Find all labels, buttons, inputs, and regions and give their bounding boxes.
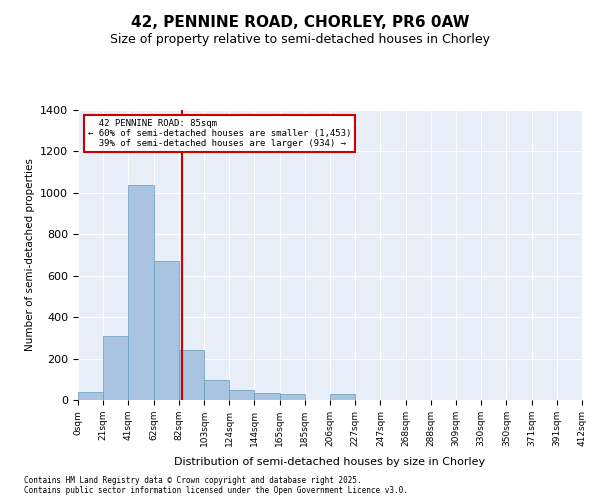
X-axis label: Distribution of semi-detached houses by size in Chorley: Distribution of semi-detached houses by …: [175, 457, 485, 467]
Bar: [179, 350, 204, 400]
Text: Contains HM Land Registry data © Crown copyright and database right 2025.
Contai: Contains HM Land Registry data © Crown c…: [24, 476, 408, 495]
Bar: [280, 394, 305, 400]
Y-axis label: Number of semi-detached properties: Number of semi-detached properties: [25, 158, 35, 352]
Text: Size of property relative to semi-detached houses in Chorley: Size of property relative to semi-detach…: [110, 32, 490, 46]
Bar: [154, 261, 179, 400]
Text: 42, PENNINE ROAD, CHORLEY, PR6 0AW: 42, PENNINE ROAD, CHORLEY, PR6 0AW: [131, 15, 469, 30]
Bar: [128, 184, 154, 400]
Text: 42 PENNINE ROAD: 85sqm
← 60% of semi-detached houses are smaller (1,453)
  39% o: 42 PENNINE ROAD: 85sqm ← 60% of semi-det…: [88, 118, 352, 148]
Bar: [204, 380, 229, 400]
Bar: [78, 392, 103, 400]
Bar: [103, 336, 128, 400]
Bar: [229, 390, 254, 400]
Bar: [330, 394, 355, 400]
Bar: [254, 393, 280, 400]
